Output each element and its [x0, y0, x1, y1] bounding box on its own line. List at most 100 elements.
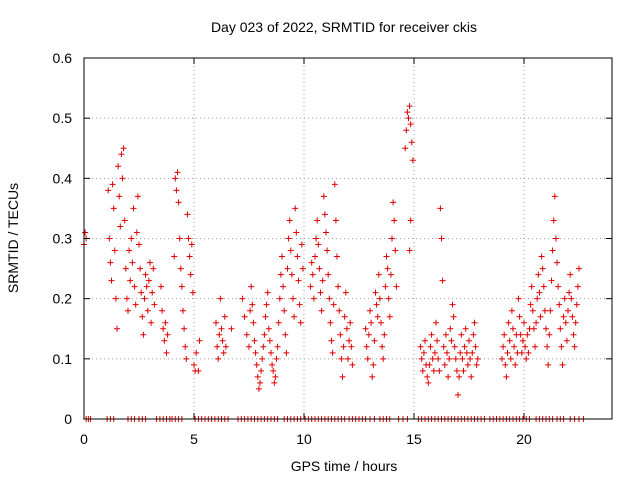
- data-point: [371, 337, 378, 344]
- data-point: [518, 349, 525, 356]
- data-point: [346, 337, 353, 344]
- data-point: [407, 121, 414, 128]
- data-point: [109, 181, 116, 188]
- data-point: [294, 253, 301, 260]
- data-point: [125, 307, 131, 314]
- data-point: [251, 337, 258, 344]
- data-point: [150, 265, 157, 272]
- data-point: [440, 343, 447, 350]
- data-point: [404, 109, 411, 116]
- data-point: [456, 373, 463, 380]
- data-point: [151, 301, 158, 308]
- data-point: [338, 355, 345, 362]
- x-axis-label: GPS time / hours: [291, 458, 398, 474]
- data-point: [116, 193, 123, 200]
- data-point: [378, 319, 384, 326]
- data-point: [527, 301, 534, 308]
- data-point: [427, 343, 434, 350]
- y-tick-label: 0.4: [53, 170, 73, 186]
- data-point: [420, 349, 427, 356]
- data-point: [340, 343, 347, 350]
- data-point: [327, 319, 334, 326]
- data-point: [537, 313, 544, 320]
- data-point: [342, 289, 349, 296]
- data-point: [335, 283, 342, 290]
- data-point: [370, 361, 377, 368]
- data-point: [376, 295, 383, 302]
- data-point: [296, 301, 303, 308]
- data-point: [314, 217, 321, 224]
- data-point: [473, 361, 480, 368]
- data-point: [501, 331, 508, 338]
- data-point: [505, 319, 512, 326]
- data-point: [183, 355, 190, 362]
- data-point: [184, 211, 191, 218]
- data-point: [428, 331, 435, 338]
- data-point: [406, 103, 413, 110]
- data-point: [163, 349, 170, 356]
- data-point: [418, 355, 425, 362]
- data-points: [81, 103, 587, 422]
- data-point: [108, 277, 115, 284]
- data-point: [372, 289, 379, 296]
- data-point: [283, 349, 290, 356]
- data-point: [180, 307, 186, 314]
- data-point: [431, 349, 438, 356]
- data-point: [438, 235, 445, 242]
- data-point: [158, 283, 164, 290]
- data-point: [545, 361, 552, 368]
- data-point: [149, 289, 156, 296]
- data-point: [442, 331, 449, 338]
- data-point: [403, 127, 410, 134]
- data-point: [309, 271, 316, 278]
- data-point: [137, 265, 144, 272]
- data-point: [252, 349, 259, 356]
- data-point: [171, 253, 178, 260]
- data-point: [557, 325, 564, 332]
- data-point: [143, 283, 150, 290]
- data-point: [297, 319, 304, 326]
- data-point: [248, 283, 255, 290]
- data-point: [536, 289, 543, 296]
- data-point: [430, 367, 437, 374]
- data-point: [467, 355, 474, 362]
- data-point: [512, 361, 519, 368]
- data-point: [122, 265, 129, 272]
- data-point: [114, 325, 120, 332]
- data-point: [315, 241, 322, 248]
- data-point: [448, 337, 455, 344]
- y-tick-label: 0.6: [53, 50, 73, 66]
- data-point: [161, 337, 168, 344]
- data-point: [337, 331, 344, 338]
- data-point: [162, 319, 169, 326]
- data-point: [555, 283, 562, 290]
- data-point: [268, 349, 274, 356]
- data-point: [310, 295, 317, 302]
- data-point: [249, 301, 256, 308]
- data-point: [458, 331, 465, 338]
- data-point: [534, 295, 541, 302]
- data-point: [441, 361, 448, 368]
- data-point: [544, 343, 551, 350]
- data-point: [339, 373, 346, 380]
- data-point: [221, 313, 228, 320]
- data-point: [574, 283, 581, 290]
- data-point: [367, 307, 373, 314]
- data-point: [532, 343, 538, 350]
- data-point: [459, 355, 466, 362]
- y-tick-label: 0: [64, 411, 72, 427]
- data-point: [383, 253, 390, 260]
- data-point: [323, 229, 329, 236]
- data-point: [506, 337, 513, 344]
- data-point: [471, 319, 478, 326]
- data-point: [472, 343, 479, 350]
- data-point: [464, 361, 471, 368]
- data-point: [499, 355, 505, 362]
- data-point: [324, 247, 331, 254]
- data-point: [460, 367, 467, 374]
- y-tick-label: 0.5: [53, 110, 73, 126]
- data-point: [319, 277, 326, 284]
- data-point: [196, 337, 203, 344]
- data-point: [470, 331, 477, 338]
- data-point: [444, 349, 450, 356]
